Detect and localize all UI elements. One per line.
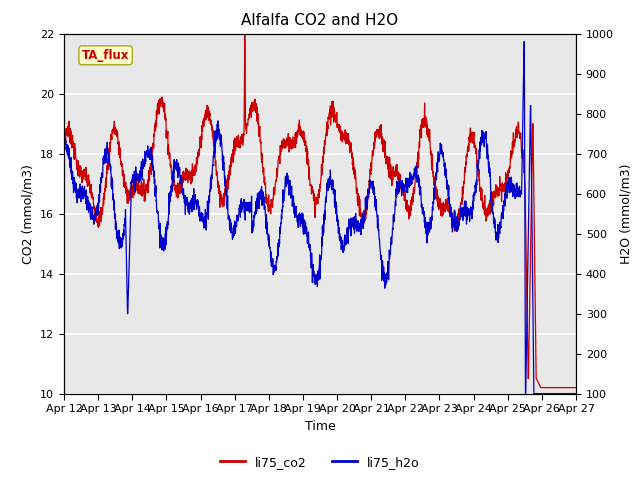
Y-axis label: CO2 (mmol/m3): CO2 (mmol/m3) xyxy=(22,164,35,264)
X-axis label: Time: Time xyxy=(305,420,335,432)
Legend: li75_co2, li75_h2o: li75_co2, li75_h2o xyxy=(215,451,425,474)
Y-axis label: H2O (mmol/m3): H2O (mmol/m3) xyxy=(620,163,632,264)
Title: Alfalfa CO2 and H2O: Alfalfa CO2 and H2O xyxy=(241,13,399,28)
Text: TA_flux: TA_flux xyxy=(82,49,129,62)
